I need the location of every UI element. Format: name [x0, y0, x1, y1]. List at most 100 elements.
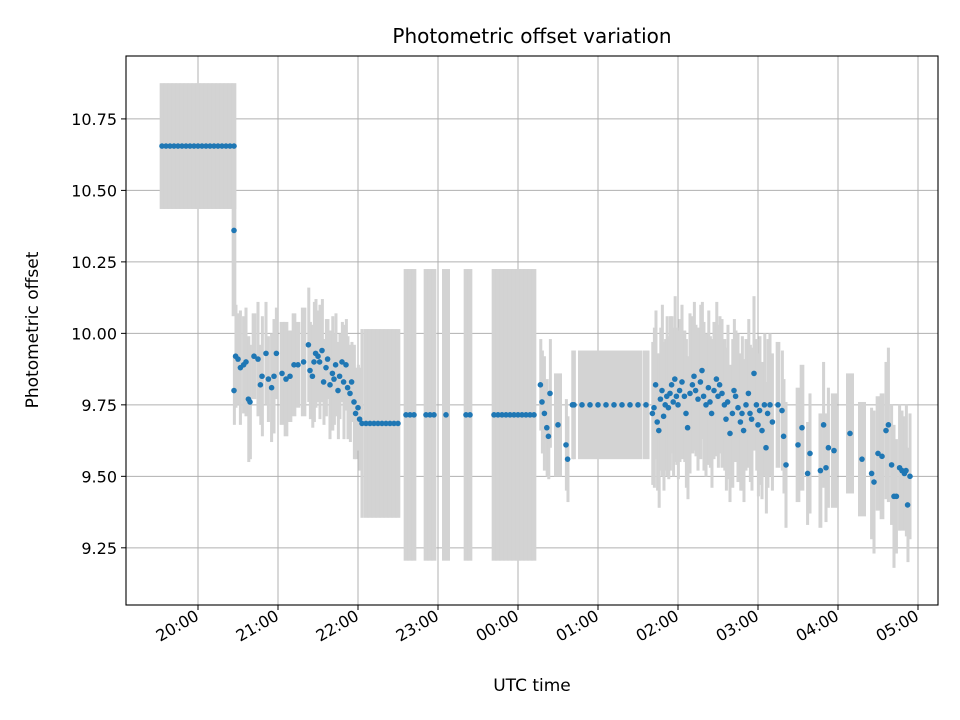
- data-point: [761, 402, 768, 408]
- data-point: [711, 387, 717, 394]
- data-point: [603, 402, 609, 408]
- data-point: [231, 227, 237, 234]
- data-point: [235, 356, 241, 362]
- data-point: [339, 359, 345, 365]
- data-point: [336, 373, 343, 380]
- data-point: [199, 143, 205, 149]
- data-point: [427, 412, 433, 418]
- data-point: [287, 373, 293, 380]
- data-point: [651, 404, 657, 411]
- data-point: [383, 420, 389, 427]
- data-point: [295, 362, 301, 368]
- data-point: [359, 420, 365, 427]
- data-point: [652, 382, 659, 388]
- data-point: [635, 402, 641, 408]
- data-point: [708, 410, 715, 417]
- data-point: [719, 390, 725, 397]
- data-point: [347, 390, 353, 397]
- data-point: [207, 143, 213, 149]
- data-point: [564, 456, 571, 462]
- data-point: [659, 387, 665, 394]
- data-point: [907, 473, 913, 480]
- data-point: [537, 382, 544, 388]
- data-point: [348, 379, 355, 385]
- data-point: [825, 444, 832, 451]
- data-point: [699, 367, 705, 374]
- data-point: [263, 350, 269, 357]
- data-point: [243, 359, 249, 365]
- data-point: [211, 143, 217, 149]
- y-tick-label: 10.25: [71, 253, 117, 272]
- data-point: [763, 444, 769, 451]
- data-point: [515, 412, 521, 418]
- data-point: [676, 387, 683, 394]
- data-point: [395, 420, 401, 427]
- data-point: [595, 402, 601, 408]
- data-point: [893, 493, 900, 500]
- data-point: [571, 402, 577, 408]
- data-point: [723, 416, 729, 422]
- data-point: [523, 412, 529, 418]
- data-point: [203, 143, 209, 149]
- data-point: [795, 442, 801, 448]
- data-point: [195, 143, 201, 149]
- data-point: [780, 433, 787, 440]
- data-point: [259, 373, 265, 380]
- data-point: [668, 382, 675, 388]
- data-point: [315, 353, 321, 360]
- data-point: [247, 399, 253, 405]
- data-point: [531, 412, 537, 418]
- data-point: [769, 419, 776, 425]
- data-point: [379, 420, 385, 427]
- data-point: [179, 143, 185, 149]
- data-point: [300, 359, 307, 365]
- data-point: [344, 384, 351, 391]
- data-point: [667, 390, 673, 397]
- data-point: [724, 399, 731, 405]
- data-point: [683, 410, 689, 417]
- data-point: [320, 379, 327, 385]
- y-axis-ticks: 9.25 9.50 9.75 10.00 10.25 10.50 10.75: [71, 110, 126, 558]
- data-point: [883, 427, 889, 434]
- data-point: [820, 422, 827, 428]
- data-point: [467, 412, 473, 418]
- data-point: [764, 410, 771, 417]
- data-point: [715, 393, 721, 400]
- data-point: [619, 402, 625, 408]
- data-point: [555, 422, 561, 428]
- data-point: [541, 410, 548, 417]
- data-point: [316, 359, 323, 365]
- data-point: [700, 393, 707, 400]
- data-point: [705, 384, 712, 391]
- data-point: [753, 402, 760, 408]
- data-point: [673, 393, 680, 400]
- data-point: [463, 412, 469, 418]
- data-point: [783, 462, 789, 468]
- data-point: [343, 362, 349, 368]
- data-point: [739, 410, 745, 417]
- data-point: [311, 359, 317, 365]
- data-point: [707, 399, 713, 405]
- data-point: [687, 390, 693, 397]
- data-point: [387, 420, 393, 427]
- data-point: [355, 404, 361, 411]
- data-point: [251, 353, 257, 360]
- data-point: [257, 382, 264, 388]
- data-point: [327, 382, 333, 388]
- data-point: [527, 412, 533, 418]
- data-point: [779, 407, 785, 414]
- data-point: [657, 396, 664, 402]
- y-tick-label: 9.25: [81, 539, 117, 558]
- data-point: [351, 399, 357, 405]
- data-point: [868, 470, 875, 477]
- data-point: [679, 379, 685, 385]
- data-point: [503, 412, 509, 418]
- data-point: [756, 407, 763, 414]
- data-point: [885, 422, 892, 428]
- data-point: [291, 362, 297, 368]
- data-point: [579, 402, 585, 408]
- y-tick-label: 10.00: [71, 324, 117, 343]
- data-point: [745, 390, 752, 397]
- data-point: [689, 382, 696, 388]
